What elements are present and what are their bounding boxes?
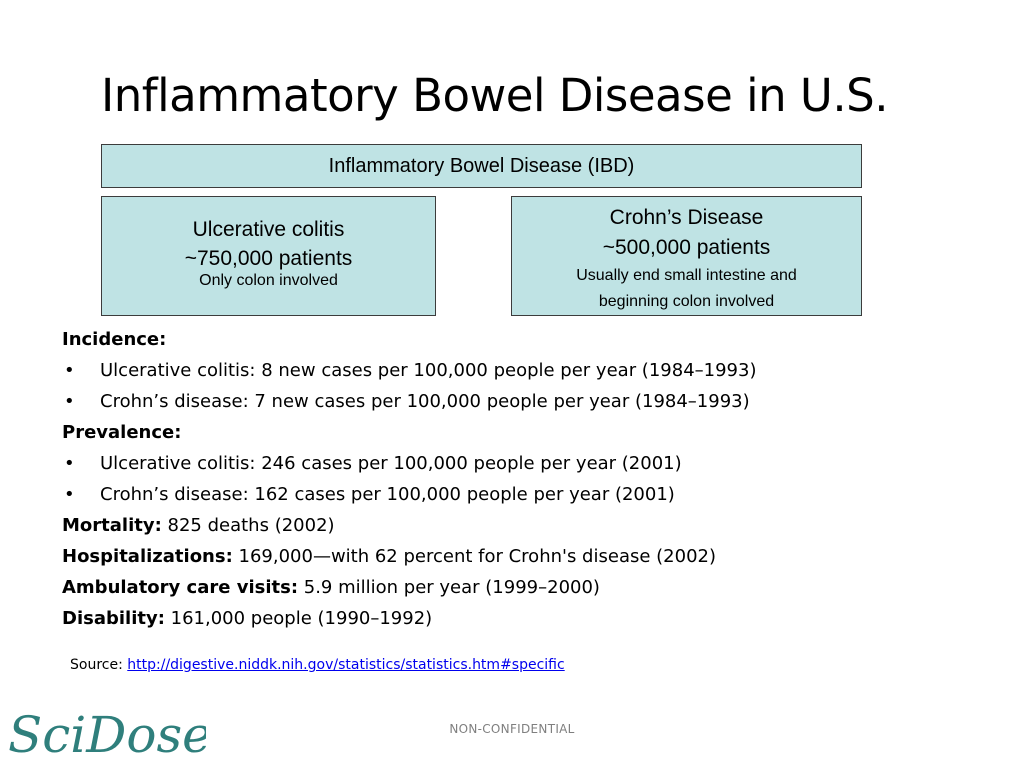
crohns-disease-box: Crohn’s Disease ~500,000 patients Usuall… [511,196,862,316]
scidose-logo: SciDose [8,706,206,764]
ambulatory-line: Ambulatory care visits: 5.9 million per … [62,572,962,603]
hospitalizations-value: 169,000—with 62 percent for Crohn's dise… [232,546,717,567]
mortality-line: Mortality: 825 deaths (2002) [62,510,962,541]
mortality-label: Mortality: [62,515,162,536]
cd-patients: ~500,000 patients [602,236,771,259]
incidence-crohns: Crohn’s disease: 7 new cases per 100,000… [100,391,750,412]
logo-wordmark: SciDose [8,706,206,764]
source-label: Source: [70,657,128,673]
uc-patients: ~750,000 patients [184,247,353,270]
disability-label: Disability: [62,608,165,629]
source-line: Source: http://digestive.niddk.nih.gov/s… [70,654,565,676]
cd-note-line1: Usually end small intestine and [576,267,797,284]
bullet-icon: • [64,453,75,474]
ulcerative-colitis-box: Ulcerative colitis ~750,000 patients Onl… [101,196,436,316]
prevalence-crohns: Crohn’s disease: 162 cases per 100,000 p… [100,484,675,505]
cd-note-line2: beginning colon involved [598,293,775,310]
ibd-box: Inflammatory Bowel Disease (IBD) [101,144,862,188]
prevalence-heading: Prevalence: [62,422,182,443]
incidence-uc: Ulcerative colitis: 8 new cases per 100,… [100,360,757,381]
disability-value: 161,000 people (1990–1992) [164,608,433,629]
bullet-icon: • [64,391,75,412]
source-link[interactable]: http://digestive.niddk.nih.gov/statistic… [127,657,565,673]
ambulatory-label: Ambulatory care visits: [62,577,299,598]
bullet-icon: • [64,360,75,381]
slide-title: Inflammatory Bowel Disease in U.S. [101,69,889,122]
list-item: • Crohn’s disease: 162 cases per 100,000… [62,479,962,510]
prevalence-uc: Ulcerative colitis: 246 cases per 100,00… [100,453,682,474]
cd-name: Crohn’s Disease [609,206,764,229]
list-item: • Ulcerative colitis: 246 cases per 100,… [62,448,962,479]
uc-note: Only colon involved [199,272,338,289]
mortality-value: 825 deaths (2002) [161,515,335,536]
bullet-icon: • [64,484,75,505]
ambulatory-value: 5.9 million per year (1999–2000) [298,577,600,598]
incidence-heading: Incidence: [62,329,167,350]
uc-name: Ulcerative colitis [192,218,345,241]
ibd-label: Inflammatory Bowel Disease (IBD) [328,155,635,177]
list-item: • Crohn’s disease: 7 new cases per 100,0… [62,386,962,417]
footer-confidentiality: NON-CONFIDENTIAL [449,722,575,736]
list-item: • Ulcerative colitis: 8 new cases per 10… [62,355,962,386]
disability-line: Disability: 161,000 people (1990–1992) [62,603,962,634]
hospitalizations-line: Hospitalizations: 169,000—with 62 percen… [62,541,962,572]
hospitalizations-label: Hospitalizations: [62,546,233,567]
statistics-list: Incidence: • Ulcerative colitis: 8 new c… [62,324,962,634]
